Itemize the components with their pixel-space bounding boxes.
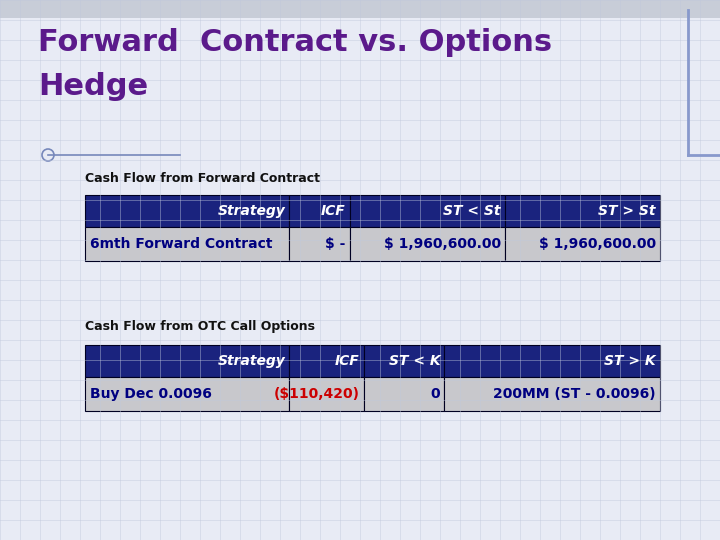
Text: ST < K: ST < K bbox=[389, 354, 441, 368]
Bar bbox=[289, 377, 364, 411]
Text: 200MM (ST - 0.0096): 200MM (ST - 0.0096) bbox=[493, 387, 656, 401]
Text: $ 1,960,600.00: $ 1,960,600.00 bbox=[384, 237, 500, 251]
Bar bbox=[364, 345, 444, 377]
Text: ICF: ICF bbox=[320, 204, 346, 218]
Bar bbox=[85, 227, 289, 261]
Bar bbox=[444, 377, 660, 411]
Text: $ -: $ - bbox=[325, 237, 346, 251]
Text: Buy Dec 0.0096: Buy Dec 0.0096 bbox=[90, 387, 212, 401]
Text: Cash Flow from Forward Contract: Cash Flow from Forward Contract bbox=[85, 172, 320, 185]
Text: ST < St: ST < St bbox=[444, 204, 500, 218]
Text: 6mth Forward Contract: 6mth Forward Contract bbox=[90, 237, 272, 251]
Text: 0: 0 bbox=[431, 387, 441, 401]
Bar bbox=[289, 227, 349, 261]
Bar bbox=[289, 345, 364, 377]
Bar bbox=[85, 345, 289, 377]
Text: Strategy: Strategy bbox=[217, 354, 285, 368]
Bar bbox=[444, 345, 660, 377]
Text: Forward  Contract vs. Options: Forward Contract vs. Options bbox=[38, 28, 552, 57]
Bar bbox=[364, 377, 444, 411]
Bar bbox=[349, 195, 505, 227]
Bar bbox=[505, 195, 660, 227]
Bar bbox=[505, 227, 660, 261]
Text: ST > K: ST > K bbox=[604, 354, 656, 368]
Text: Strategy: Strategy bbox=[217, 204, 285, 218]
Text: $ 1,960,600.00: $ 1,960,600.00 bbox=[539, 237, 656, 251]
Bar bbox=[0, 0, 720, 18]
Bar bbox=[289, 195, 349, 227]
Text: ICF: ICF bbox=[335, 354, 360, 368]
Text: ($110,420): ($110,420) bbox=[274, 387, 360, 401]
Bar bbox=[85, 377, 289, 411]
Bar bbox=[85, 195, 289, 227]
Text: ST > St: ST > St bbox=[598, 204, 656, 218]
Bar bbox=[349, 227, 505, 261]
Text: Cash Flow from OTC Call Options: Cash Flow from OTC Call Options bbox=[85, 320, 315, 333]
Text: Hedge: Hedge bbox=[38, 72, 148, 101]
